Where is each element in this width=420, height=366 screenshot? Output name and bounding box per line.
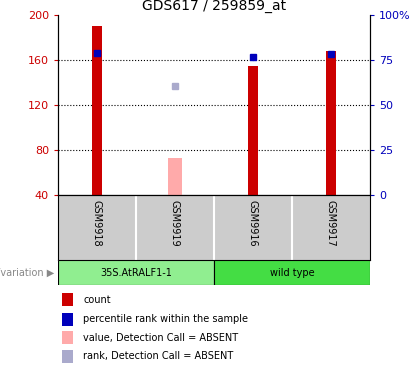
Bar bbox=[214, 260, 370, 285]
Bar bbox=[58, 260, 214, 285]
Text: percentile rank within the sample: percentile rank within the sample bbox=[83, 314, 248, 324]
Bar bbox=[248, 66, 258, 195]
Bar bbox=[62, 350, 73, 363]
Bar bbox=[62, 293, 73, 306]
Text: GSM9916: GSM9916 bbox=[248, 200, 258, 247]
Text: count: count bbox=[83, 295, 111, 305]
Text: genotype/variation ▶: genotype/variation ▶ bbox=[0, 268, 54, 277]
Bar bbox=[62, 313, 73, 325]
Text: 35S.AtRALF1-1: 35S.AtRALF1-1 bbox=[100, 268, 172, 277]
Text: GSM9918: GSM9918 bbox=[92, 200, 102, 247]
Text: wild type: wild type bbox=[270, 268, 314, 277]
Bar bbox=[168, 158, 182, 195]
Text: GSM9917: GSM9917 bbox=[326, 200, 336, 247]
Text: rank, Detection Call = ABSENT: rank, Detection Call = ABSENT bbox=[83, 351, 234, 361]
Bar bbox=[92, 26, 102, 195]
Text: GSM9919: GSM9919 bbox=[170, 200, 180, 247]
Bar bbox=[62, 331, 73, 344]
Title: GDS617 / 259859_at: GDS617 / 259859_at bbox=[142, 0, 286, 12]
Text: value, Detection Call = ABSENT: value, Detection Call = ABSENT bbox=[83, 333, 238, 343]
Bar bbox=[326, 51, 336, 195]
